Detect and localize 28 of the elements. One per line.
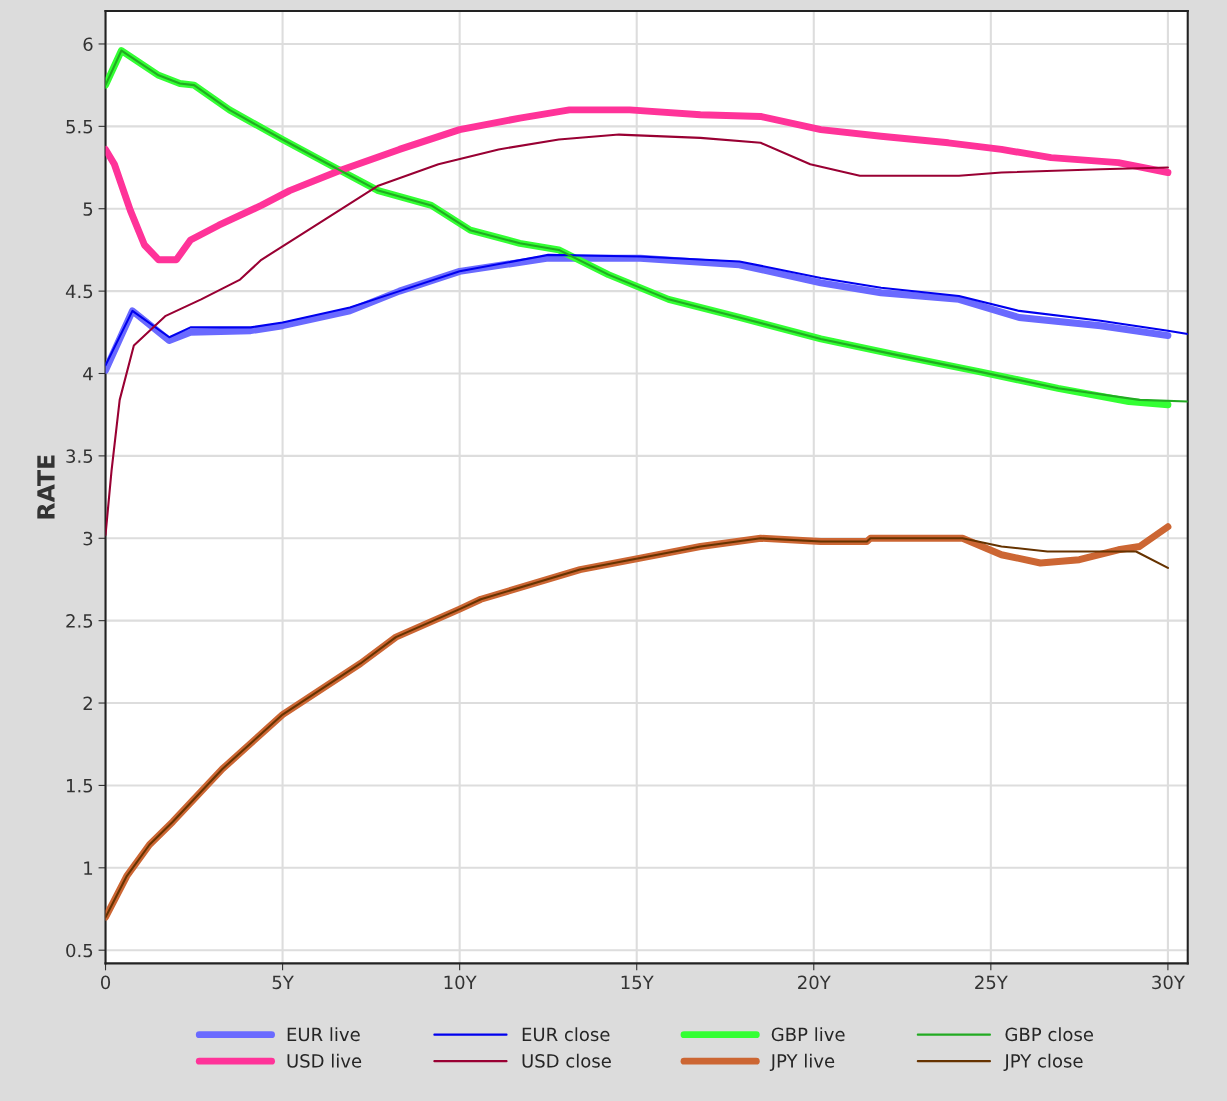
- legend-label: EUR close: [522, 1027, 610, 1042]
- x-tick-label: 0: [100, 975, 111, 990]
- y-axis-title: RATE: [37, 455, 55, 519]
- legend-label: GBP live: [771, 1027, 845, 1042]
- y-tick-label: 2.5: [66, 614, 93, 628]
- y-tick-label: 4.5: [65, 284, 93, 299]
- y-tick-label: 4: [83, 367, 93, 381]
- y-tick-label: 1.5: [66, 779, 93, 793]
- y-tick-label: 5: [83, 202, 93, 216]
- legend-label: EUR live: [287, 1027, 360, 1042]
- legend-label: USD close: [522, 1053, 611, 1068]
- legend-label: GBP close: [1005, 1027, 1093, 1042]
- x-tick-label: 10Y: [444, 975, 477, 990]
- x-tick-label: 20Y: [798, 975, 831, 990]
- y-tick-label: 3: [83, 531, 93, 546]
- y-tick-label: 2: [83, 696, 92, 710]
- x-tick-label: 25Y: [975, 975, 1008, 990]
- x-tick-label: 15Y: [621, 975, 654, 990]
- x-tick-label: 5Y: [272, 975, 294, 990]
- legend-label: JPY live: [769, 1053, 835, 1072]
- legend-label: USD live: [287, 1053, 362, 1068]
- y-tick-label: 3.5: [66, 449, 93, 463]
- legend-label: JPY close: [1003, 1053, 1083, 1072]
- y-tick-label: 1: [84, 861, 93, 875]
- y-tick-label: 6: [83, 37, 93, 52]
- y-tick-label: 0.5: [66, 943, 93, 958]
- y-tick-label: 5.5: [66, 120, 93, 134]
- x-tick-label: 30Y: [1152, 975, 1185, 990]
